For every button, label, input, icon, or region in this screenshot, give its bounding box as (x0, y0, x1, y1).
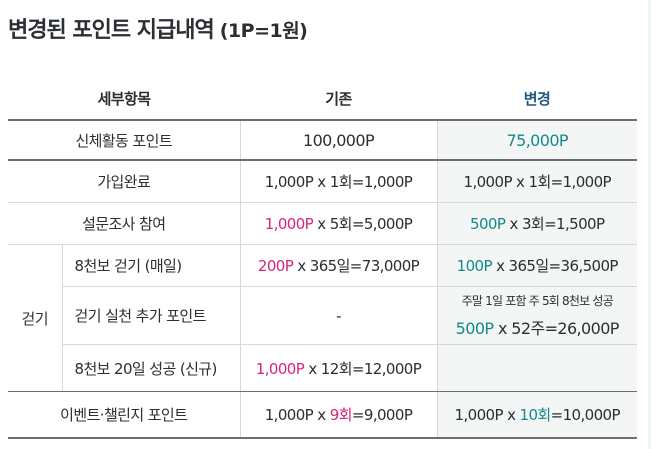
table-row-signup: 가입완료 1,000P x 1회=1,000P 1,000P x 1회=1,00… (8, 160, 637, 203)
old-highlight: 1,000P (255, 359, 305, 378)
new-value: 1,000P x 1회=1,000P (436, 160, 637, 203)
new-rest: x 365일=36,500P (491, 257, 618, 275)
row-label: 8천보 20일 성공 (신규) (61, 344, 240, 392)
header-new: 변경 (437, 77, 637, 121)
old-rest: x 12회=12,000P (304, 359, 422, 378)
old-value: 200P x 365일=73,000P (239, 244, 437, 287)
old-highlight: 200P (257, 257, 294, 275)
old-rest: x 365일=73,000P (293, 257, 420, 275)
old-rest: x 5회=5,000P (313, 215, 413, 233)
new-post: =10,000P (550, 406, 621, 424)
new-value: 100P x 365일=36,500P (436, 244, 637, 287)
row-label: 8천보 걷기 (매일) (61, 244, 240, 287)
new-value: 1,000P x 10회=10,000P (436, 391, 637, 439)
table-row-event: 이벤트·챌린지 포인트 1,000P x 9회=9,000P 1,000P x … (8, 391, 637, 439)
old-value: 1,000P x 5회=5,000P (239, 202, 437, 245)
page-title: 변경된 포인트 지급내역 (1P=1원) (8, 12, 308, 44)
group-label-walking: 걷기 (8, 244, 62, 392)
new-highlight: 10회 (519, 406, 552, 424)
new-condition-note: 주말 1일 포함 주 5회 8천보 성공 (461, 294, 614, 308)
header-item: 세부항목 (8, 77, 240, 121)
table-header-row: 세부항목 기존 변경 (8, 77, 637, 121)
new-value: 75,000P (436, 120, 637, 161)
row-label: 걷기 실천 추가 포인트 (61, 286, 240, 345)
page-edge-divider (648, 0, 651, 449)
new-value: 500P x 3회=1,500P (436, 202, 637, 245)
new-rest: x 3회=1,500P (505, 215, 605, 233)
table-row-physical: 신체활동 포인트 100,000P 75,000P (8, 120, 637, 161)
table-row-walk-20days: 8천보 20일 성공 (신규) 1,000P x 12회=12,000P (8, 344, 637, 392)
points-comparison-table: 세부항목 기존 변경 신체활동 포인트 100,000P 75,000P 가입완… (8, 77, 637, 439)
old-value: - (239, 286, 437, 345)
new-highlight: 500P (470, 215, 506, 233)
row-label: 설문조사 참여 (8, 202, 240, 245)
new-value: 주말 1일 포함 주 5회 8천보 성공 500P x 52주=26,000P (436, 286, 637, 345)
table-row-walk-extra: 걷기 실천 추가 포인트 - 주말 1일 포함 주 5회 8천보 성공 500P… (8, 286, 637, 345)
old-highlight: 1,000P (264, 215, 314, 233)
old-value: 1,000P x 9회=9,000P (239, 391, 437, 439)
new-value (436, 344, 637, 392)
old-post: =9,000P (351, 406, 413, 424)
new-pre: 1,000P x (454, 406, 520, 424)
table-row-survey: 설문조사 참여 1,000P x 5회=5,000P 500P x 3회=1,5… (8, 202, 637, 245)
table-row-walk-daily: 걷기 8천보 걷기 (매일) 200P x 365일=73,000P 100P … (8, 244, 637, 392)
row-label: 이벤트·챌린지 포인트 (8, 391, 240, 439)
header-old: 기존 (240, 77, 437, 121)
page-title-main: 변경된 포인트 지급내역 (8, 18, 215, 43)
new-highlight: 500P (455, 319, 494, 338)
row-label: 가입완료 (8, 160, 240, 203)
row-label: 신체활동 포인트 (8, 120, 240, 161)
old-value: 1,000P x 12회=12,000P (239, 344, 437, 392)
new-rest: x 52주=26,000P (493, 319, 619, 338)
new-highlight: 100P (456, 257, 493, 275)
old-value: 1,000P x 1회=1,000P (239, 160, 437, 203)
page-title-unit: (1P=1원) (219, 20, 308, 42)
old-value: 100,000P (239, 120, 437, 161)
old-pre: 1,000P x (264, 406, 330, 424)
old-highlight: 9회 (329, 406, 353, 424)
